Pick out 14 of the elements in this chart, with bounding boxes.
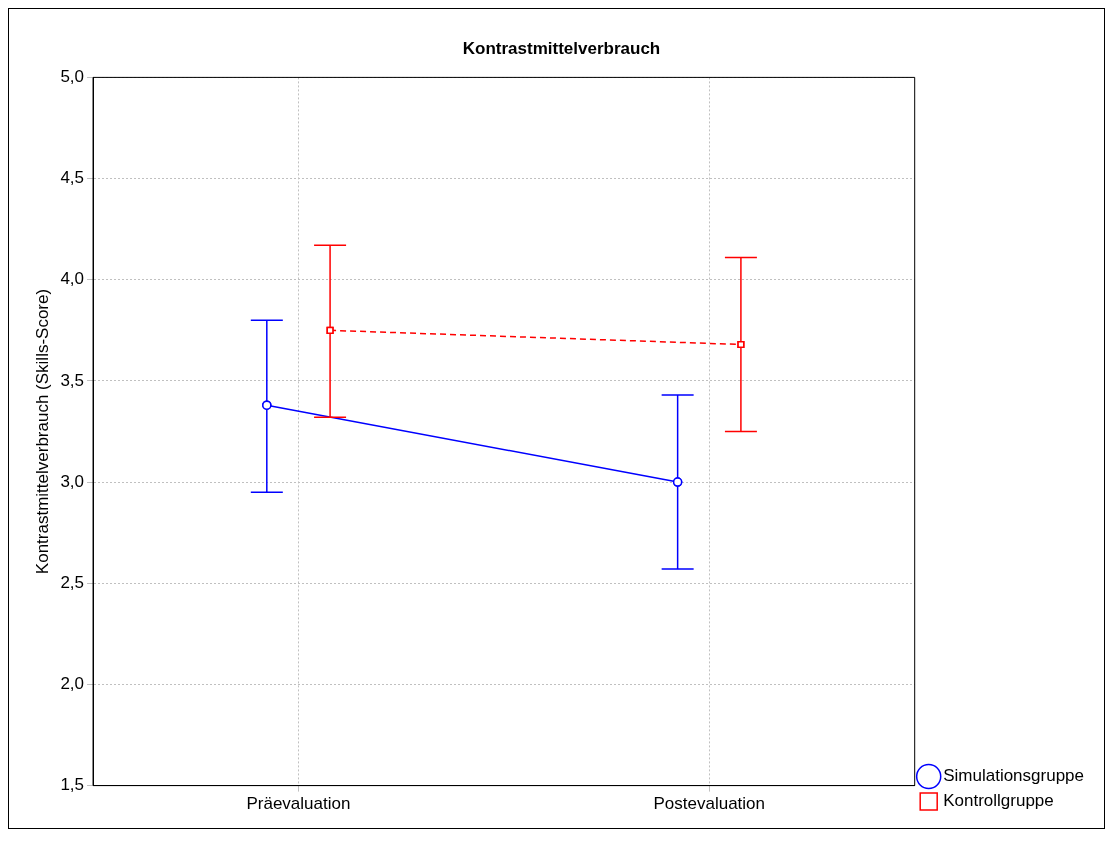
y-tick-label: 5,0 xyxy=(60,67,85,87)
y-tick-label: 4,5 xyxy=(60,168,85,188)
x-tick-label: Postevaluation xyxy=(653,794,766,814)
legend-label: Simulationsgruppe xyxy=(943,766,1085,786)
y-tick-label: 3,5 xyxy=(60,370,85,390)
y-tick-label: 2,5 xyxy=(60,572,85,592)
chart-title: Kontrastmittelverbrauch xyxy=(462,38,661,58)
y-tick-label: 1,5 xyxy=(60,775,85,795)
y-tick-label: 4,0 xyxy=(60,269,85,289)
x-tick-label: Präevaluation xyxy=(246,794,351,814)
y-tick-label: 3,0 xyxy=(60,471,85,491)
y-tick-label: 2,0 xyxy=(60,674,85,694)
y-axis-title: Kontrastmittelverbrauch (Skills-Score) xyxy=(32,288,52,575)
legend-label: Kontrollgruppe xyxy=(943,791,1054,811)
